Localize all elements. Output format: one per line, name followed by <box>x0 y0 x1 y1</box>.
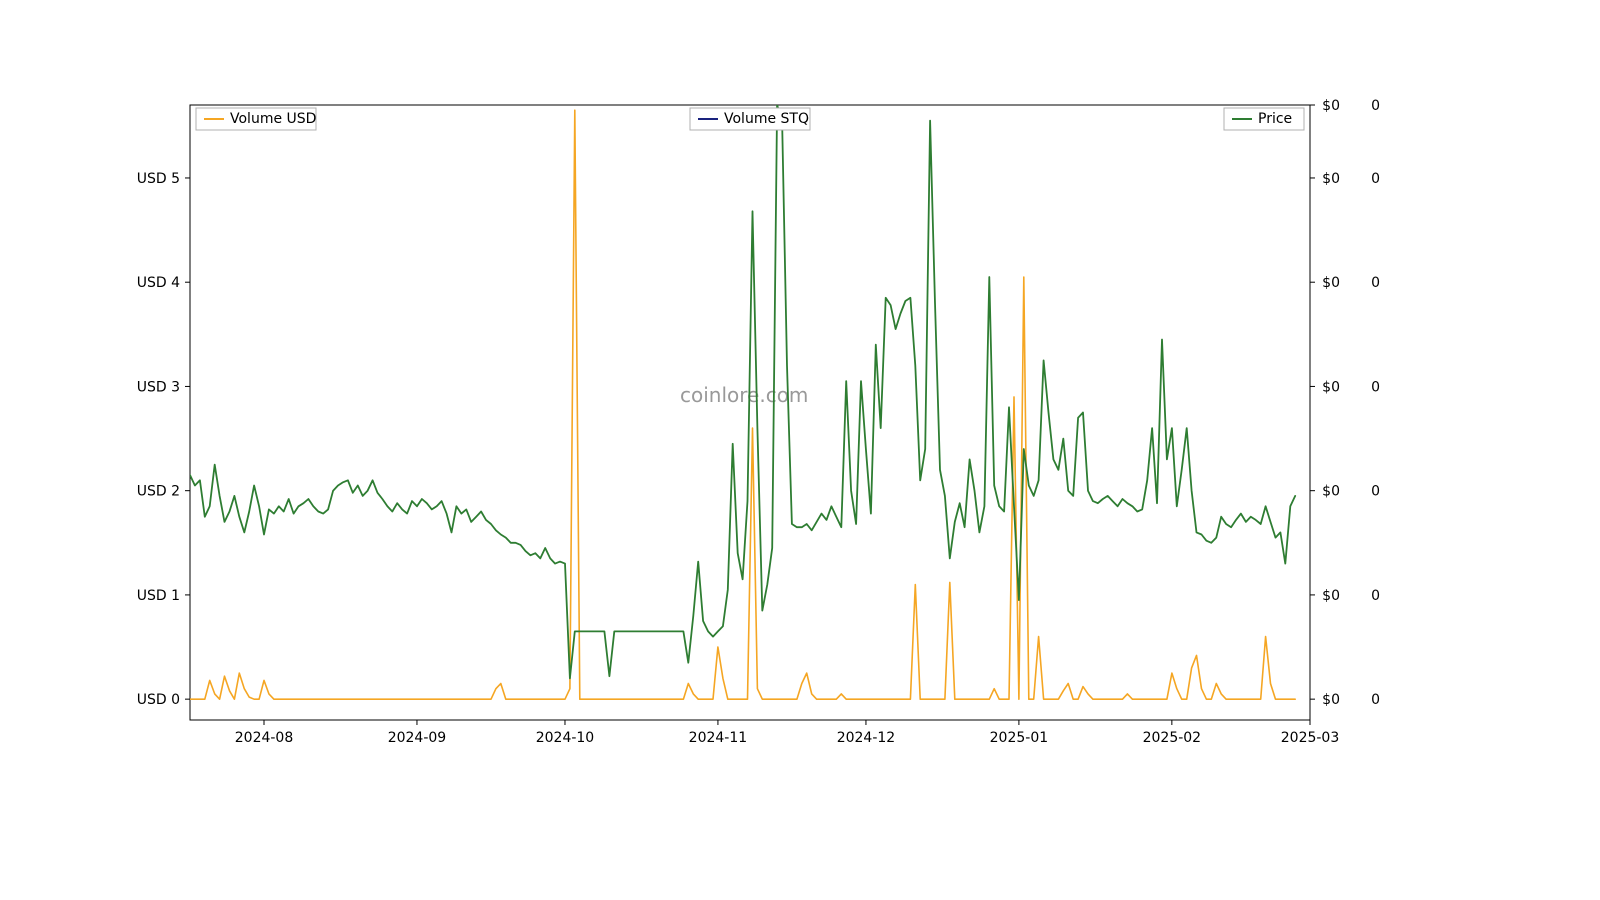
watermark: coinlore.com <box>680 383 808 407</box>
ytick-left-label: USD 4 <box>137 275 180 291</box>
legend-volume-usd: Volume USD <box>196 108 316 130</box>
ytick-right1-label: $0 <box>1322 98 1340 114</box>
svg-text:Volume STQ: Volume STQ <box>724 111 809 127</box>
ytick-right2-label: 0 <box>1371 171 1380 187</box>
xtick-label: 2025-02 <box>1143 730 1202 746</box>
ytick-left-label: USD 0 <box>137 692 180 708</box>
ytick-right2-label: 0 <box>1371 275 1380 291</box>
ytick-right1-label: $0 <box>1322 379 1340 395</box>
ytick-left-label: USD 1 <box>137 588 180 604</box>
legend-volume-stq: Volume STQ <box>690 108 810 130</box>
plot-border <box>190 105 1310 720</box>
ytick-right2-label: 0 <box>1371 98 1380 114</box>
xtick-label: 2024-08 <box>235 730 294 746</box>
ytick-right1-label: $0 <box>1322 692 1340 708</box>
xtick-label: 2024-09 <box>388 730 447 746</box>
xtick-label: 2024-11 <box>689 730 748 746</box>
legend-price: Price <box>1224 108 1304 130</box>
ytick-right2-label: 0 <box>1371 379 1380 395</box>
ytick-right2-label: 0 <box>1371 484 1380 500</box>
xtick-label: 2025-01 <box>990 730 1049 746</box>
ytick-right1-label: $0 <box>1322 588 1340 604</box>
svg-text:Volume USD: Volume USD <box>230 111 316 127</box>
xtick-label: 2024-12 <box>837 730 896 746</box>
ytick-left-label: USD 3 <box>137 379 180 395</box>
ytick-left-label: USD 5 <box>137 171 180 187</box>
ytick-right1-label: $0 <box>1322 275 1340 291</box>
ytick-right2-label: 0 <box>1371 692 1380 708</box>
chart-container: USD 0 USD 1 USD 2 USD 3 USD 4 USD 5 $0 $0 $0 $0 $0… <box>0 0 1600 900</box>
svg-text:Price: Price <box>1258 111 1292 127</box>
ytick-right2-label: 0 <box>1371 588 1380 604</box>
xtick-label: 2024-10 <box>536 730 595 746</box>
ytick-right1-label: $0 <box>1322 484 1340 500</box>
chart-svg: USD 0 USD 1 USD 2 USD 3 USD 4 USD 5 $0 $0 $0 $0 $0… <box>0 0 1600 900</box>
xtick-label: 2025-03 <box>1281 730 1340 746</box>
ytick-right1-label: $0 <box>1322 171 1340 187</box>
ytick-left-label: USD 2 <box>137 484 180 500</box>
